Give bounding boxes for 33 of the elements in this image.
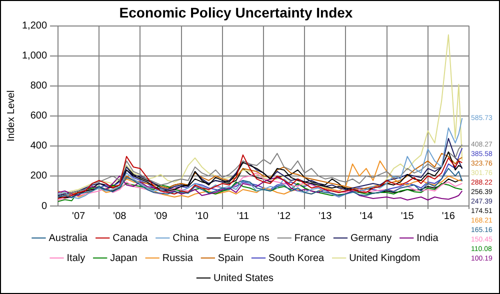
y-tick-label: 400 [30, 140, 48, 152]
legend-label: United Kingdom [349, 252, 420, 264]
legend-label: Italy [66, 252, 86, 264]
y-tick-label: 1,000 [22, 50, 48, 62]
y-tick-label: 200 [30, 170, 48, 182]
y-tick-label: 0 [41, 200, 48, 212]
legend-label: India [416, 232, 439, 244]
legend-label: South Korea [268, 252, 325, 264]
legend-label: Europe ns [224, 232, 270, 244]
y-tick-label: 800 [30, 80, 48, 92]
y-axis-title: Index Level [6, 90, 17, 142]
legend-label: Germany [350, 232, 392, 244]
legend-label: Canada [112, 232, 148, 244]
legend-label: Japan [110, 252, 138, 264]
x-tick-label: '07 [72, 210, 86, 222]
x-tick-label: '12 [278, 210, 292, 222]
x-tick-label: '15 [400, 210, 414, 222]
legend-label: Russia [162, 252, 194, 264]
x-tick-label: '13 [318, 210, 332, 222]
legend-label: France [294, 232, 326, 244]
x-tick-label: '08 [113, 210, 127, 222]
legend-label: China [172, 232, 200, 244]
legend-label: Spain [218, 252, 244, 264]
x-tick-label: '11 [236, 210, 250, 222]
x-tick-label: '10 [195, 210, 209, 222]
y-tick-label: 600 [30, 110, 48, 122]
x-tick-label: '09 [154, 210, 168, 222]
chart-title: Economic Policy Uncertainty Index [119, 4, 353, 20]
y-tick-label: 1,200 [22, 20, 48, 32]
legend-label: Australia [48, 232, 88, 244]
x-tick-label: '16 [442, 210, 456, 222]
legend-label: United States [213, 272, 274, 284]
x-tick-label: '14 [360, 210, 374, 222]
